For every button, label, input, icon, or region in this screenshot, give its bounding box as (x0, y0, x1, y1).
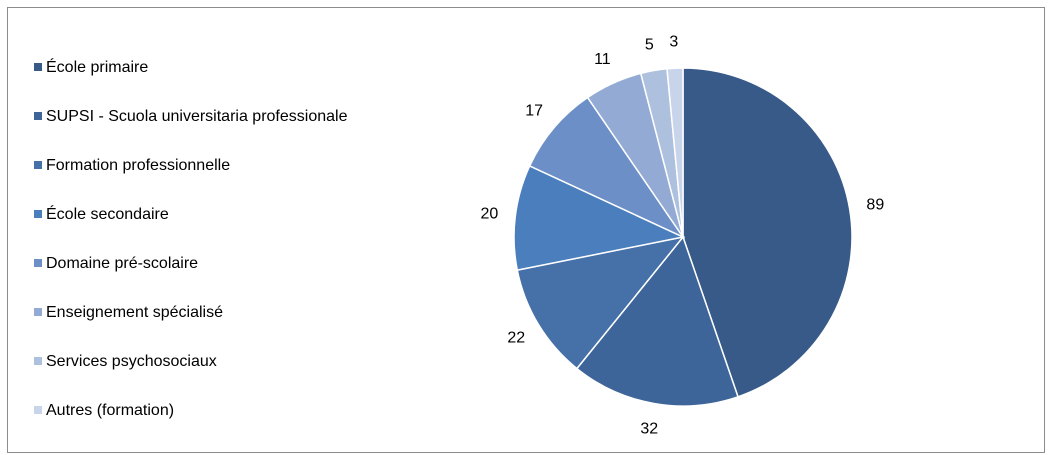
legend-item-formation-professionnelle: Formation professionnelle (34, 156, 230, 176)
legend-label: École secondaire (46, 206, 169, 223)
data-label-domaine-pre-scolaire: 17 (525, 103, 543, 120)
legend-label: Formation professionnelle (46, 157, 231, 174)
data-label-enseignement-specialise: 11 (594, 51, 611, 68)
legend-swatch (34, 259, 42, 267)
pie-slices (513, 67, 853, 407)
legend-item-domaine-pre-scolaire: Domaine pré-scolaire (34, 254, 198, 274)
pie-slice-ecole-primaire (682, 67, 853, 398)
pie-slice-domaine-pre-scolaire (528, 96, 686, 239)
legend-item-supsi: SUPSI - Scuola universitaria professiona… (34, 107, 347, 127)
pie-data-labels: 89 32 22 20 17 11 5 3 (480, 34, 884, 438)
legend-swatch (34, 210, 42, 218)
legend-swatch (34, 161, 42, 169)
legend-item-ecole-secondaire: École secondaire (34, 205, 169, 225)
legend-label: SUPSI - Scuola universitaria professiona… (46, 108, 348, 125)
data-label-formation-professionnelle: 22 (507, 330, 525, 347)
data-label-ecole-primaire: 89 (866, 196, 884, 213)
legend-label: École primaire (46, 59, 149, 76)
legend-item-enseignement-specialise: Enseignement spécialisé (34, 303, 223, 323)
pie-slice-formation-professionnelle (516, 235, 685, 370)
data-label-supsi: 32 (640, 421, 658, 438)
pie-slice-autres-formation (666, 67, 684, 238)
pie-slice-supsi (575, 235, 739, 407)
legend-item-ecole-primaire: École primaire (34, 58, 148, 78)
legend-item-autres-formation: Autres (formation) (34, 401, 174, 421)
legend-swatch (34, 63, 42, 71)
data-label-services-psychosociaux: 5 (645, 36, 654, 53)
legend-label: Domaine pré-scolaire (46, 255, 199, 272)
pie-slice-ecole-secondaire (513, 164, 686, 272)
data-label-ecole-secondaire: 20 (480, 205, 498, 222)
legend-swatch (34, 112, 42, 120)
legend-label: Autres (formation) (46, 402, 175, 419)
legend-label: Services psychosociaux (46, 353, 217, 370)
legend-label: Enseignement spécialisé (46, 304, 223, 321)
legend-swatch (34, 308, 42, 316)
legend-swatch (34, 357, 42, 365)
legend-item-services-psychosociaux: Services psychosociaux (34, 352, 217, 372)
data-label-autres-formation: 3 (669, 34, 678, 51)
legend-swatch (34, 406, 42, 414)
